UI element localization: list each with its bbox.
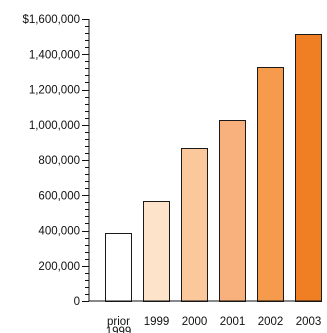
y-axis-tick-labels: 0 200,000 400,000 600,000 800,000 1,000,000 1,… bbox=[22, 14, 80, 308]
bar bbox=[295, 34, 322, 302]
bar bbox=[181, 148, 208, 302]
y-tick-label: $1,600,000 bbox=[22, 14, 80, 26]
y-tick-label: 800,000 bbox=[38, 155, 80, 167]
y-tick-label: 600,000 bbox=[38, 190, 80, 202]
y-tick-label: 1,400,000 bbox=[29, 49, 80, 61]
bars bbox=[105, 34, 322, 302]
x-tick-label-line: 1999 bbox=[106, 326, 132, 333]
x-tick-label: 1999 bbox=[144, 316, 170, 328]
x-tick-label-line: 2001 bbox=[220, 316, 246, 328]
y-tick-label: 1,000,000 bbox=[29, 120, 80, 132]
bar bbox=[143, 201, 170, 302]
y-tick-label: 0 bbox=[74, 296, 80, 308]
x-tick-label-line: 2000 bbox=[182, 316, 208, 328]
y-tick-label: 400,000 bbox=[38, 226, 80, 238]
x-tick-label-line: prior bbox=[107, 316, 130, 328]
x-tick-label: 2002 bbox=[258, 316, 284, 328]
x-tick-label: 2000 bbox=[182, 316, 208, 328]
x-tick-label-line: 2003 bbox=[296, 316, 322, 328]
y-tick-label: 1,200,000 bbox=[29, 85, 80, 97]
y-axis-ticks bbox=[82, 19, 89, 302]
bar bbox=[257, 67, 284, 302]
y-tick-label: 200,000 bbox=[38, 261, 80, 273]
x-tick-label: 2001 bbox=[220, 316, 246, 328]
bar bbox=[105, 233, 132, 302]
x-tick-label-line: 2002 bbox=[258, 316, 284, 328]
bar bbox=[219, 120, 246, 302]
x-tick-label-line: 1999 bbox=[144, 316, 170, 328]
x-tick-label: prior 1999 bbox=[106, 316, 132, 333]
x-tick-label: 2003 bbox=[296, 316, 322, 328]
